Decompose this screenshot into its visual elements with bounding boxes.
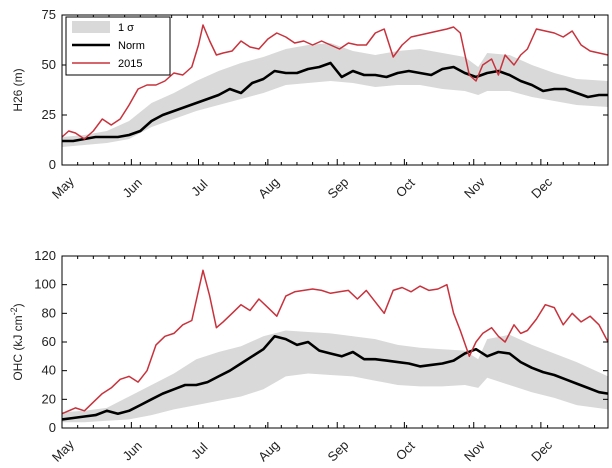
axes-frame [61, 14, 609, 166]
legend: 1 σ Norm 2015 [65, 16, 171, 76]
norm-line [61, 334, 609, 421]
norm-line [62, 61, 608, 143]
y-tick-label: 80 [42, 305, 56, 320]
x-tick-label: May [49, 436, 77, 464]
legend-label: 2015 [118, 58, 142, 70]
panel-h26: 0 25 50 75 May Jun Jul Aug Sep Oct Nov Dec H26 (m) 1 … [11, 7, 609, 202]
y-tick-label: 75 [42, 7, 56, 22]
x-tick-label: Dec [528, 437, 555, 464]
y-tick-label: 20 [42, 391, 56, 406]
x-tick-label: May [49, 173, 77, 201]
x-tick-label: Nov [461, 174, 488, 201]
series-2015-line [61, 24, 609, 140]
x-tick-label: Sep [325, 174, 352, 201]
y-tick-label: 50 [42, 57, 56, 72]
sigma-band [62, 43, 608, 147]
x-tick-label: Jul [188, 177, 210, 199]
x-tick-label: Jun [119, 438, 144, 463]
x-tick-label: Oct [393, 438, 418, 463]
y-tick-label: 60 [42, 334, 56, 349]
x-tick-label: Sep [325, 437, 352, 464]
legend-swatch-band [72, 21, 110, 33]
sigma-band [62, 330, 608, 423]
legend-label: 1 σ [118, 22, 134, 34]
x-tick-label: Oct [393, 175, 418, 200]
y-tick-label: 100 [34, 277, 56, 292]
x-tick-label: Jun [119, 175, 144, 200]
legend-label: Norm [118, 40, 145, 52]
x-tick-label: Aug [255, 174, 282, 201]
y-axis-label: H26 (m) [11, 68, 25, 111]
series-2015-line [61, 269, 609, 415]
y-tick-label: 120 [34, 248, 56, 263]
y-tick-label: 25 [42, 107, 56, 122]
y-axis-label: OHC (kJ cm-2) [9, 303, 25, 380]
y-tick-label: 0 [49, 157, 56, 172]
x-tick-label: Dec [528, 174, 555, 201]
y-tick-label: 0 [49, 420, 56, 435]
x-tick-label: Jul [188, 440, 210, 462]
panel-ohc: 0 20 40 60 80 100 120 May Jun Jul Aug Sep Oct Nov Dec O… [9, 248, 609, 465]
x-tick-label: Aug [255, 437, 282, 464]
y-tick-label: 40 [42, 363, 56, 378]
x-tick-label: Nov [461, 437, 488, 464]
